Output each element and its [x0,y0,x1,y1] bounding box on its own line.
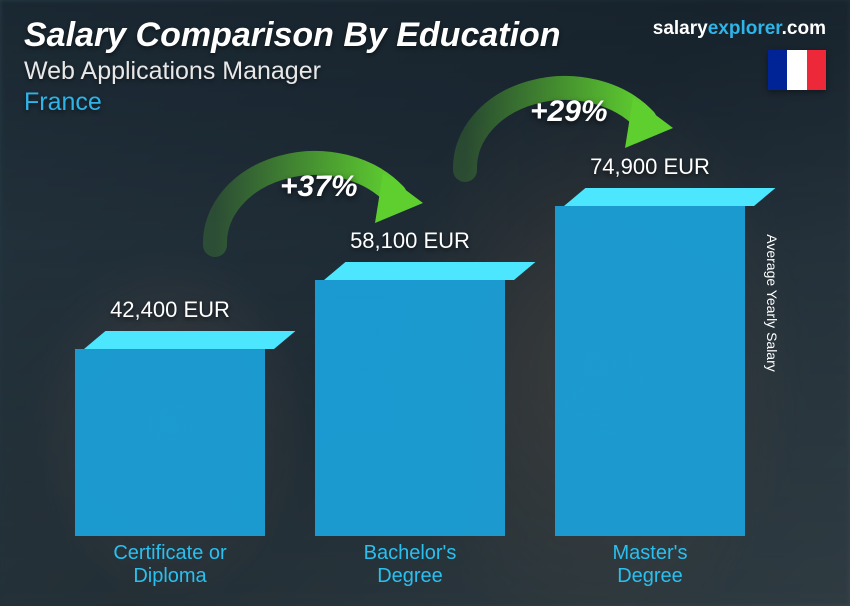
flag-stripe [807,50,826,90]
bar-front-face [315,280,505,536]
increase-percent-label: +37% [280,170,358,204]
brand-text-1: salary [653,18,708,39]
bar: 58,100 EUR [315,228,505,536]
bar-value-label: 42,400 EUR [110,297,230,323]
brand-text-suffix: .com [782,18,826,39]
category-labels: Certificate orDiploma Bachelor'sDegree Mas… [40,542,780,588]
brand-text-accent: explorer [708,18,782,39]
bar-top-face [324,262,535,280]
category-label: Master'sDegree [555,542,745,588]
y-axis-label: Average Yearly Salary [763,234,779,372]
country-flag-icon [768,50,826,90]
chart-country: France [24,88,826,117]
category-label: Bachelor'sDegree [315,542,505,588]
flag-stripe [787,50,806,90]
brand-logo: salaryexplorer.com [653,18,826,40]
bar-value-label: 58,100 EUR [350,228,470,254]
bar: 74,900 EUR [555,154,745,536]
bars-container: 42,400 EUR 58,100 EUR 74,900 EUR [40,140,780,536]
bar-value-label: 74,900 EUR [590,154,710,180]
bar-top-face [564,188,775,206]
flag-stripe [768,50,787,90]
category-label: Certificate orDiploma [75,542,265,588]
bar-front-face [75,349,265,536]
bar: 42,400 EUR [75,297,265,536]
chart-subtitle: Web Applications Manager [24,57,826,86]
bar-front-face [555,206,745,536]
bar-chart: 42,400 EUR 58,100 EUR 74,900 EUR Certifica… [40,140,780,588]
bar-top-face [84,331,295,349]
